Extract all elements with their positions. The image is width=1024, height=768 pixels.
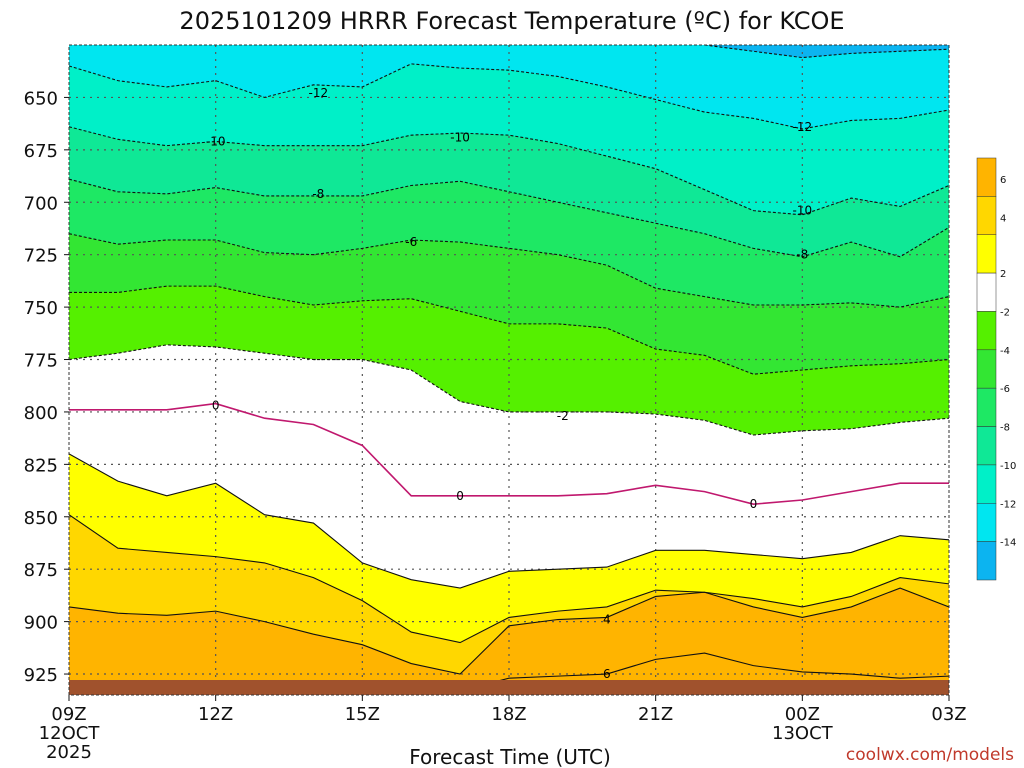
x-tick-label: 18Z (491, 704, 526, 725)
y-tick-label: 875 (24, 560, 58, 581)
contour-label: 6 (603, 667, 611, 681)
colorbar-bin (976, 541, 997, 581)
contour-label: -2 (557, 409, 569, 423)
x-tick-label: 09Z (51, 704, 86, 725)
x-tick-label: 21Z (638, 704, 673, 725)
y-tick-label: 650 (24, 88, 58, 109)
contour-label: 4 (603, 613, 611, 627)
chart-title: 2025101209 HRRR Forecast Temperature (ºC… (179, 7, 844, 35)
colorbar-label: 2 (1000, 269, 1006, 280)
colorbar-label: -4 (1000, 346, 1010, 357)
contour-label: -8 (796, 248, 808, 262)
colorbar-label: -2 (1000, 307, 1010, 318)
contour-label: -10 (206, 134, 226, 148)
x-tick-label: 00Z (785, 704, 820, 725)
colorbar-label: -10 (1000, 461, 1016, 472)
isotherm--6 (69, 233, 949, 308)
y-axis-ticks: 650 675 700 725 750 775 800 825 850 875 900 925 (24, 88, 69, 686)
colorbar-bin (976, 349, 997, 389)
x-tick-label: 2025 (46, 742, 92, 763)
y-tick-label: 850 (24, 508, 58, 529)
colorbar-bin (976, 387, 997, 427)
y-tick-label: 925 (24, 665, 58, 686)
isotherm--4 (69, 285, 949, 375)
contour-label: 0 (456, 489, 464, 503)
contour-label: -6 (405, 235, 417, 249)
colorbar-bin (976, 426, 997, 466)
contour-label: -12 (309, 86, 329, 100)
contour-label: -8 (312, 187, 324, 201)
contour-label: -10 (450, 130, 470, 144)
colorbar-label: 4 (1000, 213, 1006, 224)
colorbar: 6 4 2 -2 -4 -6 -8 -10 -12 -14 (976, 157, 1016, 581)
colorbar-label: -6 (1000, 384, 1010, 395)
colorbar-label: -14 (1000, 538, 1016, 549)
colorbar-bin (976, 464, 997, 504)
x-tick-label: 15Z (345, 704, 380, 725)
colorbar-bin (976, 311, 997, 351)
temperature-bands (69, 45, 949, 695)
x-tick-label: 13OCT (772, 723, 834, 744)
band-minus14 (704, 45, 949, 58)
colorbar-bin (976, 234, 997, 274)
colorbar-bin (976, 503, 997, 542)
colorbar-label: -12 (1000, 499, 1016, 510)
isotherm--14 (704, 45, 949, 59)
plot-area: -12 -10 -10 -12 -8 -10 -6 -8 0 -2 0 0 4 6 (68, 44, 950, 696)
y-tick-label: 725 (24, 246, 58, 267)
x-tick-label: 03Z (931, 704, 966, 725)
isotherm-2 (69, 514, 949, 644)
isotherm-0 (69, 402, 949, 506)
isotherm--12 (69, 63, 949, 130)
contour-label: 0 (750, 497, 758, 511)
colorbar-bin (976, 196, 997, 235)
colorbar-bin (976, 157, 997, 197)
isotherm-2 (69, 453, 949, 589)
isotherm--8 (69, 178, 949, 258)
y-tick-label: 700 (24, 193, 58, 214)
y-tick-label: 750 (24, 298, 58, 319)
y-tick-label: 675 (24, 141, 58, 162)
isotherm--2 (69, 344, 949, 436)
isotherm-4 (69, 587, 949, 675)
contour-labels: -12 -10 -10 -12 -8 -10 -6 -8 0 -2 0 0 4 6 (206, 86, 813, 681)
y-tick-label: 900 (24, 613, 58, 634)
colorbar-label: -8 (1000, 423, 1010, 434)
colorbar-label: 6 (1000, 175, 1006, 186)
ground-surface (69, 680, 949, 695)
x-tick-label: 12OCT (39, 723, 101, 744)
y-tick-label: 825 (24, 455, 58, 476)
y-tick-label: 800 (24, 403, 58, 424)
credit-text: coolwx.com/models (846, 745, 1014, 765)
contour-label: -12 (793, 120, 813, 134)
y-tick-label: 775 (24, 351, 58, 372)
x-tick-label: 12Z (198, 704, 233, 725)
colorbar-bin (976, 272, 997, 312)
contour-label: -10 (793, 204, 813, 218)
isotherm-lines (69, 45, 949, 694)
x-axis-label: Forecast Time (UTC) (409, 745, 611, 768)
contour-label: 0 (212, 399, 220, 413)
